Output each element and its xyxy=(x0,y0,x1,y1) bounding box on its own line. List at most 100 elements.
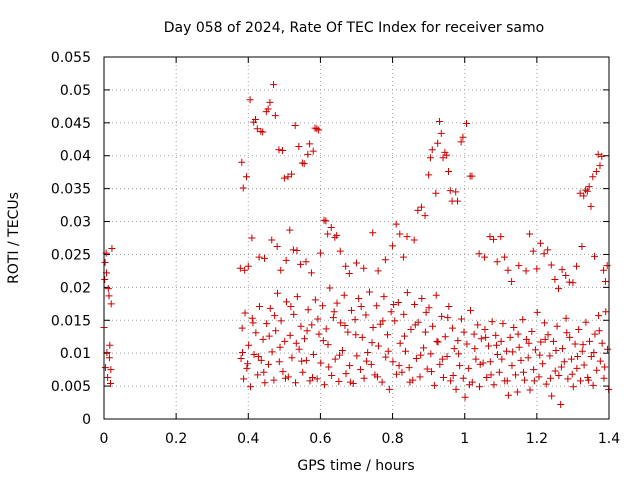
data-point xyxy=(333,231,341,239)
data-point xyxy=(476,360,484,368)
data-point xyxy=(289,246,297,254)
data-point xyxy=(465,364,473,372)
data-point xyxy=(578,243,586,251)
data-point xyxy=(423,365,431,373)
data-point xyxy=(495,368,503,376)
x-tick-label: 0.2 xyxy=(165,431,187,447)
data-point xyxy=(414,206,422,214)
data-point xyxy=(452,188,460,196)
data-point xyxy=(249,319,257,327)
data-point xyxy=(596,162,604,170)
data-point xyxy=(510,324,518,332)
data-point xyxy=(297,260,305,268)
data-point xyxy=(398,368,406,376)
data-point xyxy=(515,343,523,351)
data-point xyxy=(412,354,420,362)
data-point xyxy=(428,368,436,376)
data-point xyxy=(293,247,301,255)
data-point xyxy=(330,308,338,316)
data-point xyxy=(435,118,443,126)
data-point xyxy=(589,381,597,389)
data-point xyxy=(295,345,303,353)
data-point xyxy=(475,250,483,258)
data-point xyxy=(421,212,429,220)
data-point xyxy=(308,321,316,329)
data-point xyxy=(529,247,537,255)
data-point xyxy=(362,311,370,319)
data-point xyxy=(389,242,397,250)
data-point xyxy=(544,246,552,254)
y-tick-label: 0.05 xyxy=(60,83,91,99)
data-point xyxy=(579,341,587,349)
data-point xyxy=(378,378,386,386)
data-point xyxy=(288,170,296,178)
data-point xyxy=(528,327,536,335)
data-point xyxy=(373,373,381,381)
data-point xyxy=(101,364,109,372)
data-point xyxy=(438,312,446,320)
data-point xyxy=(477,335,485,343)
data-point xyxy=(319,302,327,310)
data-point xyxy=(400,310,408,318)
data-point xyxy=(515,262,523,270)
data-point xyxy=(432,291,440,299)
data-point xyxy=(255,302,263,310)
data-point xyxy=(313,375,321,383)
data-point xyxy=(319,337,327,345)
y-tick-label: 0.005 xyxy=(51,379,91,395)
data-point xyxy=(270,81,278,89)
data-point xyxy=(367,360,375,368)
data-point xyxy=(455,350,463,358)
data-point xyxy=(493,258,501,266)
data-point xyxy=(421,328,429,336)
data-point xyxy=(340,291,348,299)
data-point xyxy=(283,298,291,306)
data-point xyxy=(329,314,337,322)
data-point xyxy=(438,355,446,363)
data-point xyxy=(273,243,281,251)
y-tick-label: 0.045 xyxy=(51,116,91,132)
data-point xyxy=(563,329,571,337)
data-point xyxy=(585,183,593,191)
data-point xyxy=(326,284,334,292)
data-point xyxy=(395,362,403,370)
data-point xyxy=(261,379,269,387)
data-point xyxy=(547,374,555,382)
data-point xyxy=(104,285,112,293)
data-point xyxy=(241,309,249,317)
data-point xyxy=(373,302,381,310)
data-point xyxy=(271,112,279,120)
data-point xyxy=(573,364,581,372)
data-point xyxy=(282,256,290,264)
data-point xyxy=(437,129,445,137)
data-point xyxy=(286,226,294,234)
data-point xyxy=(522,335,530,343)
data-point xyxy=(604,345,612,353)
data-point xyxy=(275,146,283,154)
data-point xyxy=(290,310,298,318)
data-point xyxy=(275,358,283,366)
data-point xyxy=(301,335,309,343)
data-point xyxy=(514,330,522,338)
data-point xyxy=(427,350,435,358)
data-point xyxy=(324,341,332,349)
data-point xyxy=(365,288,373,296)
data-point xyxy=(284,173,292,181)
data-point xyxy=(512,371,520,379)
data-point xyxy=(487,371,495,379)
data-point xyxy=(344,328,352,336)
data-point xyxy=(513,388,521,396)
data-point xyxy=(266,98,274,106)
data-point xyxy=(433,337,441,345)
data-point xyxy=(325,363,333,371)
data-point xyxy=(601,277,609,285)
data-point xyxy=(291,121,299,129)
data-point xyxy=(254,371,262,379)
y-tick-label: 0.015 xyxy=(51,313,91,329)
data-point xyxy=(255,253,263,261)
data-point xyxy=(580,361,588,369)
data-point xyxy=(573,262,581,270)
data-point xyxy=(508,277,516,285)
data-point xyxy=(281,374,289,382)
data-point xyxy=(533,308,541,316)
